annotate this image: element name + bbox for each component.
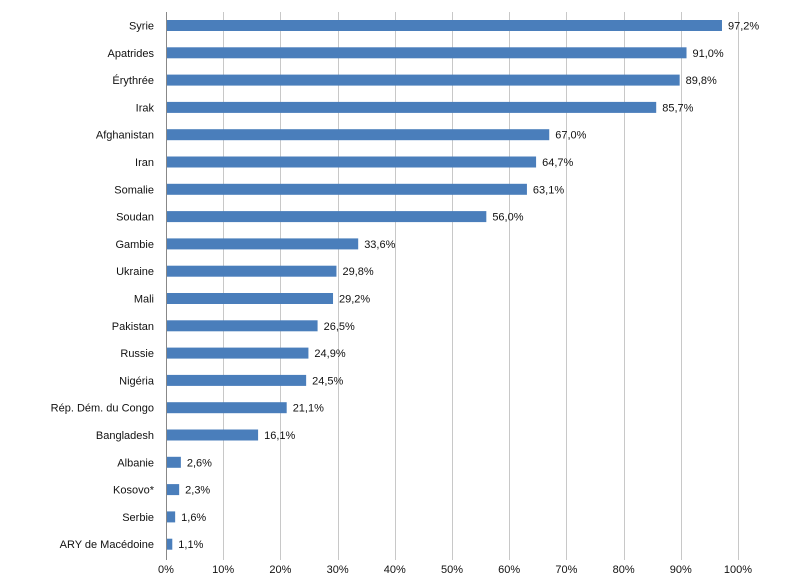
value-label: 24,5%	[312, 375, 343, 387]
category-label: Kosovo*	[113, 485, 155, 497]
bar	[166, 538, 173, 550]
category-label: ARY de Macédoine	[60, 539, 154, 551]
x-tick-label: 60%	[498, 564, 520, 576]
bar	[166, 374, 307, 386]
bars	[166, 20, 722, 550]
value-label: 63,1%	[533, 184, 564, 196]
value-label: 29,8%	[342, 266, 373, 278]
bar	[166, 238, 359, 250]
value-labels: 97,2% 91,0% 89,8% 85,7% 67,0% 64,7% 63,1% 56,0%…	[178, 21, 759, 552]
x-tick-label: 40%	[384, 564, 406, 576]
bar	[166, 74, 680, 86]
bar	[166, 101, 657, 113]
value-label: 2,6%	[187, 457, 212, 469]
bar	[166, 484, 180, 496]
value-label: 2,3%	[185, 485, 210, 497]
category-label: Russie	[120, 348, 154, 360]
value-label: 97,2%	[728, 21, 759, 33]
bar	[166, 402, 287, 414]
value-label: 67,0%	[555, 130, 586, 142]
bar	[166, 293, 334, 304]
category-label: Bangladesh	[96, 430, 154, 442]
value-label: 64,7%	[542, 157, 573, 169]
category-label: Iran	[135, 157, 154, 169]
category-label: Nigéria	[119, 375, 155, 387]
category-label: Soudan	[116, 212, 154, 224]
bar	[166, 47, 687, 59]
x-tick-label: 20%	[269, 564, 291, 576]
x-tick-label: 100%	[724, 564, 752, 576]
bar	[166, 511, 176, 523]
x-tick-label: 80%	[613, 564, 635, 576]
gridlines	[223, 12, 739, 560]
value-label: 16,1%	[264, 430, 295, 442]
bar	[166, 129, 550, 141]
value-label: 91,0%	[693, 48, 724, 60]
category-label: Pakistan	[112, 321, 154, 333]
bar	[166, 20, 722, 31]
value-label: 1,1%	[178, 539, 203, 551]
x-tick-label: 10%	[212, 564, 234, 576]
category-label: Albanie	[117, 457, 154, 469]
x-tick-label: 0%	[158, 564, 174, 576]
category-label: Érythrée	[112, 74, 154, 87]
category-label: Ukraine	[116, 266, 154, 278]
category-label: Gambie	[115, 239, 154, 251]
category-label: Afghanistan	[96, 130, 154, 142]
value-label: 24,9%	[314, 348, 345, 360]
value-label: 33,6%	[364, 239, 395, 251]
value-label: 29,2%	[339, 294, 370, 306]
x-tick-labels: 0% 10% 20% 30% 40% 50% 60% 70% 80% 90% 100%	[158, 564, 752, 576]
bar	[166, 183, 527, 195]
x-tick-label: 90%	[670, 564, 692, 576]
x-tick-label: 50%	[441, 564, 463, 576]
category-label: Rép. Dém. du Congo	[51, 403, 154, 415]
category-label: Irak	[136, 102, 155, 114]
category-label: Apatrides	[108, 48, 155, 60]
bar	[166, 265, 337, 277]
category-labels: Syrie Apatrides Érythrée Irak Afghanistan Ira…	[51, 21, 155, 552]
value-label: 56,0%	[492, 212, 523, 224]
value-label: 85,7%	[662, 102, 693, 114]
value-label: 89,8%	[686, 75, 717, 87]
bar	[166, 211, 487, 223]
bar	[166, 456, 181, 468]
bar	[166, 156, 537, 168]
value-label: 26,5%	[324, 321, 355, 333]
x-tick-label: 70%	[555, 564, 577, 576]
category-label: Serbie	[122, 512, 154, 524]
value-label: 1,6%	[181, 512, 206, 524]
category-label: Mali	[134, 294, 154, 306]
bar	[166, 320, 318, 332]
category-label: Syrie	[129, 21, 154, 33]
bar	[166, 429, 259, 441]
x-tick-label: 30%	[327, 564, 349, 576]
value-label: 21,1%	[293, 403, 324, 415]
category-label: Somalie	[114, 184, 154, 196]
bar	[166, 347, 309, 359]
